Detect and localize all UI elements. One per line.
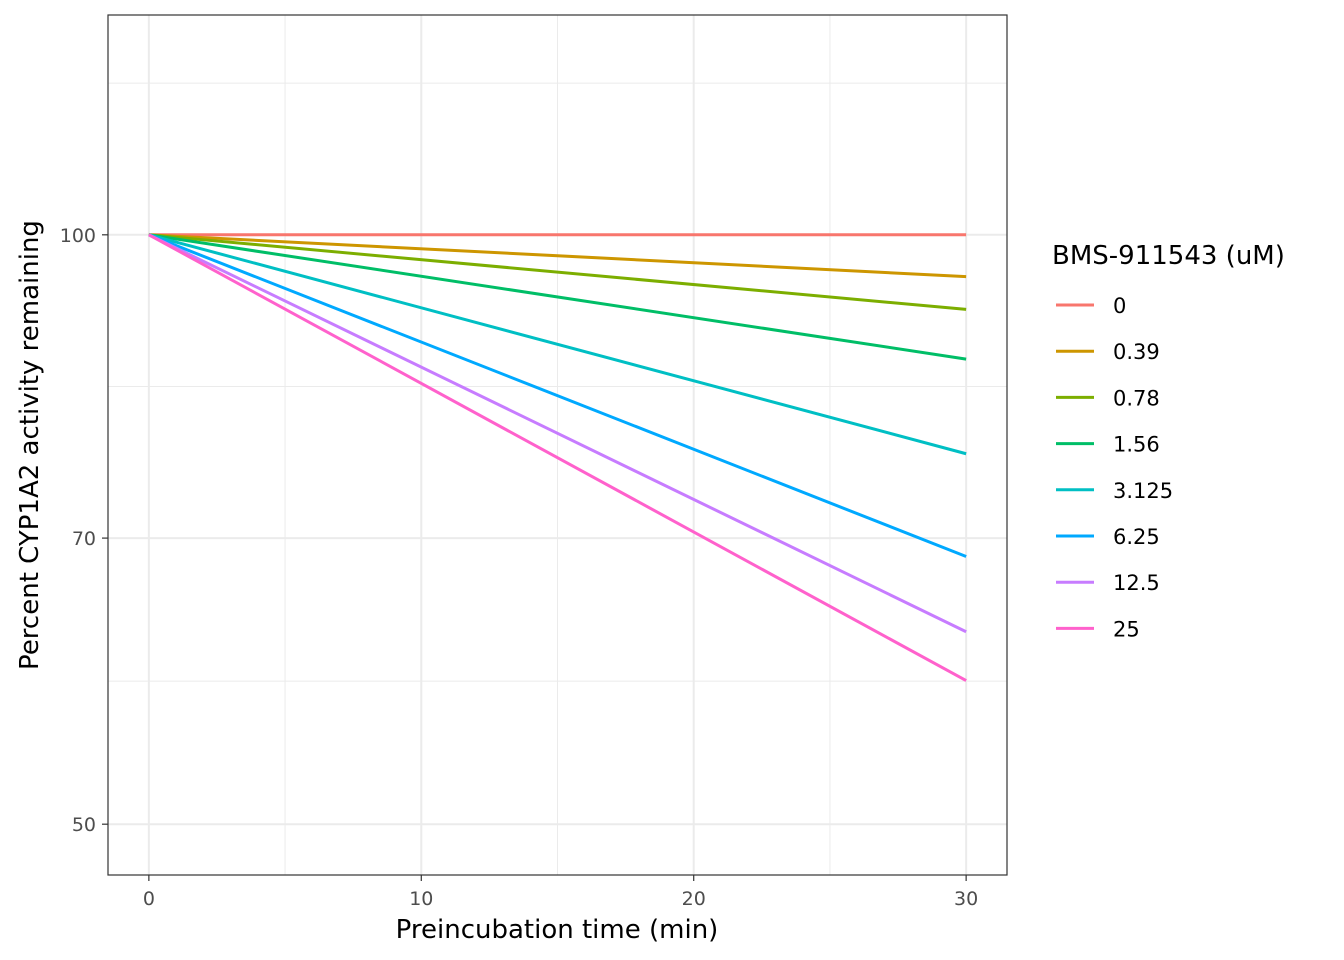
series-line-0-78 bbox=[148, 233, 967, 311]
y-tick-label: 50 bbox=[72, 814, 96, 836]
legend-label: 6.25 bbox=[1113, 525, 1160, 549]
major-grid bbox=[108, 15, 1007, 875]
series-line-0-39 bbox=[148, 233, 967, 279]
series-line-6-25 bbox=[148, 233, 967, 558]
x-axis: 0 10 20 30 bbox=[143, 875, 978, 910]
y-axis: 50 70 100 bbox=[60, 225, 108, 836]
series-line-25 bbox=[148, 233, 967, 682]
y-axis-title: Percent CYP1A2 activity remaining bbox=[15, 220, 45, 670]
series-line-1-56 bbox=[148, 233, 967, 361]
legend-title: BMS-911543 (uM) bbox=[1052, 241, 1285, 271]
legend-label: 3.125 bbox=[1113, 479, 1173, 503]
x-tick-label: 20 bbox=[682, 888, 706, 910]
legend-label: 0 bbox=[1113, 294, 1126, 318]
x-tick-label: 0 bbox=[143, 888, 155, 910]
series-line-3-125 bbox=[148, 233, 967, 456]
legend-label: 0.39 bbox=[1113, 340, 1160, 364]
x-tick-label: 30 bbox=[954, 888, 978, 910]
legend: BMS-911543 (uM) 0 0.39 0.78 1.56 3.125 6.25 12… bbox=[1052, 241, 1285, 641]
plot-border bbox=[107, 14, 1008, 876]
legend-label: 12.5 bbox=[1113, 571, 1160, 595]
x-tick-label: 10 bbox=[409, 888, 433, 910]
legend-label: 0.78 bbox=[1113, 386, 1160, 410]
legend-label: 1.56 bbox=[1113, 433, 1160, 457]
series-line-12-5 bbox=[148, 233, 967, 634]
y-tick-label: 70 bbox=[72, 528, 96, 550]
series-lines bbox=[148, 233, 967, 682]
y-tick-label: 100 bbox=[60, 225, 96, 247]
legend-label: 25 bbox=[1113, 617, 1140, 641]
x-axis-title: Preincubation time (min) bbox=[396, 915, 719, 945]
minor-grid bbox=[108, 15, 1007, 875]
